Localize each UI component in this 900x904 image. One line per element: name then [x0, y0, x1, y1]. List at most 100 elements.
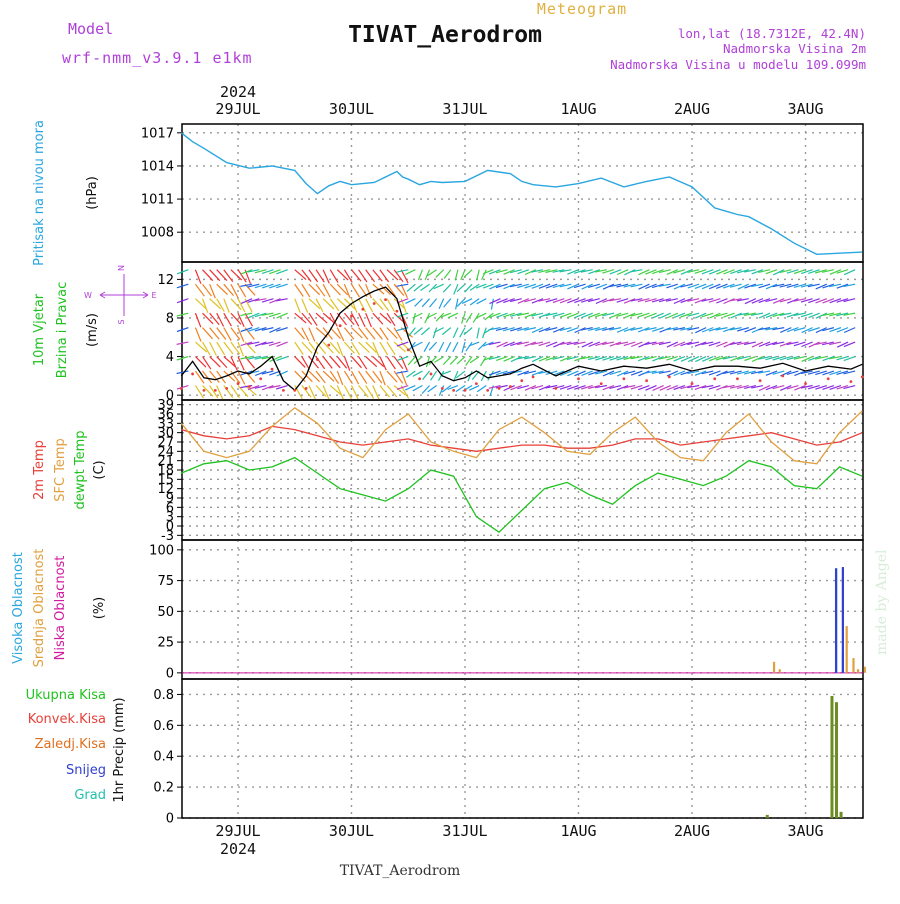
gust-marker [247, 385, 251, 388]
wind-arrow [765, 384, 778, 391]
temperature-panel: 2m Temp SFC Temp dewpt Temp (C) -3036912… [32, 398, 864, 544]
top-day-label: 2AUG [674, 100, 710, 118]
wind-arrow [602, 341, 615, 346]
wind-arrow [365, 370, 376, 384]
y-tick-label: 1017 [141, 126, 174, 141]
wind-arrow [531, 356, 544, 363]
wind-arrow [595, 283, 608, 289]
wind-arrow [687, 312, 700, 317]
wind-arrow [673, 370, 686, 377]
wind-arrow [358, 341, 370, 353]
wind-arrow [694, 283, 707, 289]
wind-arrow [659, 384, 671, 391]
wind-arrow [574, 298, 586, 304]
wind-arrow [275, 298, 288, 302]
y-tick-label: 100 [149, 543, 174, 558]
wind-arrow [322, 312, 335, 324]
gust-marker [713, 377, 717, 381]
wind-arrow [322, 385, 330, 400]
wind-arrow [509, 283, 522, 288]
wind-arrow [751, 356, 764, 363]
wind-arrow [223, 341, 234, 355]
wind-arrow [240, 283, 253, 287]
wind-arrow [843, 269, 856, 276]
gust-marker [384, 298, 387, 302]
wind-arrow [276, 356, 288, 362]
wind-arrow [716, 384, 728, 391]
sfc-temp-line [180, 406, 863, 465]
wind-arrow [545, 283, 558, 289]
wind-arrow [432, 327, 438, 339]
wind-arrow [743, 341, 756, 346]
wind-arrow [630, 312, 643, 317]
wind-arrow [708, 283, 721, 290]
wind-arrow [801, 341, 813, 348]
wind-arrow [694, 341, 707, 347]
wind-arrow [456, 356, 466, 365]
wind-arrow [588, 341, 601, 348]
wind-arrow [216, 298, 225, 312]
wind-arrow [694, 384, 707, 390]
wind-arrow [455, 370, 466, 379]
y-tick-label: 0.2 [153, 781, 174, 796]
wind-arrow [294, 298, 301, 313]
wind-arrow [429, 298, 438, 308]
wind-arrow [322, 370, 335, 382]
gust-marker [327, 343, 331, 347]
wind-arrow [836, 283, 849, 289]
wind-arrow [202, 356, 212, 370]
y-tick-label: 6 [166, 501, 174, 516]
wind-arrow [644, 298, 657, 303]
wind-label: 10m Vjetar [32, 293, 47, 366]
wind-arrow [652, 312, 664, 319]
wind-arrow [423, 341, 431, 352]
wind-arrow [481, 269, 487, 280]
cloud-unit: (%) [92, 597, 107, 620]
high-cloud-label: Visoka Oblacnost [11, 552, 26, 664]
wind-arrow [396, 356, 409, 362]
wind-arrow [301, 269, 312, 282]
precip-bar [839, 811, 843, 818]
wind-arrow [687, 341, 700, 346]
panel-frame [181, 123, 864, 263]
wind-arrow [623, 384, 636, 389]
wind-arrow [594, 384, 607, 389]
wind-arrow [322, 356, 333, 369]
wind-arrow [202, 385, 214, 397]
wind-arrow [195, 298, 207, 310]
wind-arrow [216, 269, 228, 282]
wind-arrow [780, 384, 792, 391]
wind-arrow [566, 355, 579, 361]
gust-marker [361, 307, 365, 311]
wind-arrow [538, 384, 551, 391]
wind-arrow [701, 327, 714, 333]
wind-arrow [396, 269, 409, 273]
wind-arrow [495, 283, 508, 289]
wind-arrow [836, 370, 849, 375]
wind-arrow [465, 356, 473, 366]
wind-arrow [808, 327, 820, 332]
wind-arrow [545, 370, 558, 375]
wind-arrow [758, 384, 771, 392]
gust-marker [259, 377, 263, 381]
top-day-label: 3AUG [787, 100, 823, 118]
wind-arrow [517, 370, 530, 376]
bottom-day-label: 29JUL [215, 822, 260, 840]
wind-arrow [808, 269, 820, 274]
precip-bar [835, 702, 839, 818]
wind-arrow [343, 341, 355, 354]
wind-arrow [567, 370, 579, 377]
wind-arrow [476, 385, 487, 393]
wind-arrow [329, 385, 342, 396]
wind-arrow [751, 327, 764, 334]
wind-arrow [510, 384, 522, 391]
wind-arrow [176, 312, 189, 317]
wind-arrow [524, 341, 537, 347]
wind-arrow [440, 370, 452, 376]
wind-arrow [294, 385, 303, 399]
snow-label: Snijeg [66, 763, 106, 778]
wind-arrow [822, 298, 835, 304]
wind-arrow [552, 370, 565, 376]
y-tick-label: 24 [157, 445, 174, 460]
wind-arrow [294, 283, 304, 297]
